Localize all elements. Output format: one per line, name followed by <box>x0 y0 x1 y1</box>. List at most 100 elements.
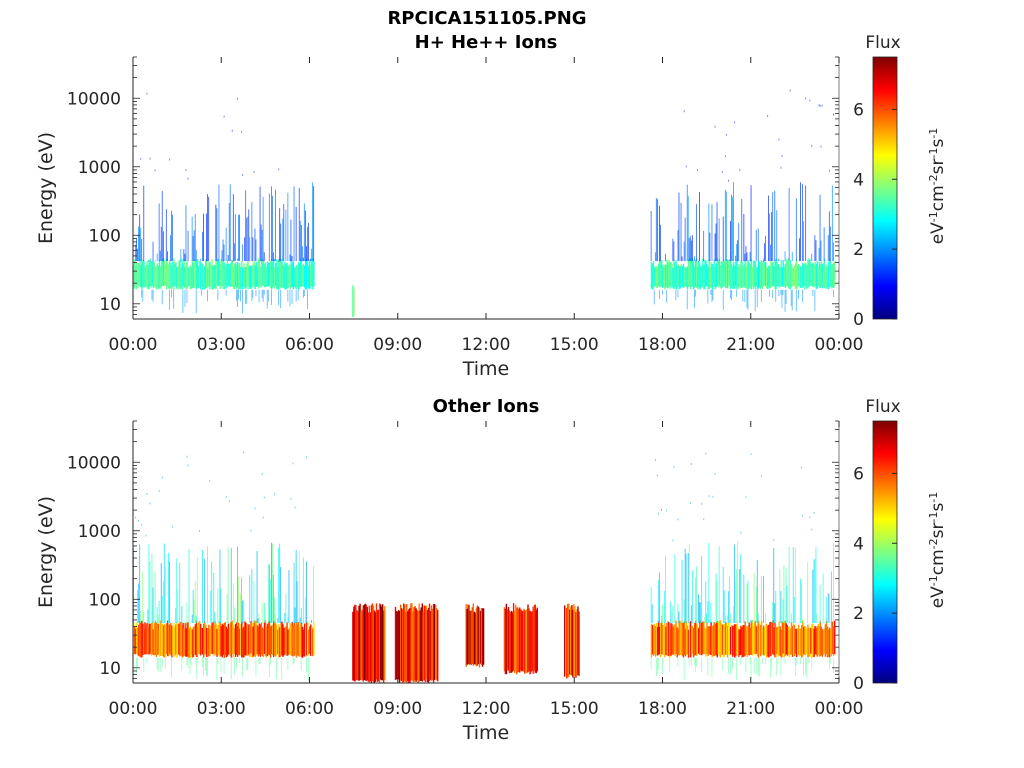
flux-streak-low <box>220 657 222 672</box>
flux-streak <box>697 626 699 654</box>
colorbar-tick-label: 0 <box>853 674 864 694</box>
flux-streak <box>141 261 143 290</box>
flux-streak <box>833 262 835 288</box>
flux-speck <box>701 502 703 505</box>
flux-streak <box>677 628 679 656</box>
flux-speck <box>187 464 189 467</box>
flux-streak-sparse <box>300 608 302 623</box>
flux-streak <box>666 259 668 287</box>
flux-streak-sparse <box>156 606 158 624</box>
colorbar-tick-label: 2 <box>853 240 864 260</box>
flux-streak <box>757 261 760 289</box>
flux-streak-sparse <box>313 566 315 623</box>
flux-streak-sparse <box>277 617 278 624</box>
flux-streak-low <box>707 289 709 304</box>
flux-streak <box>152 260 154 289</box>
flux-streak-sparse <box>271 542 272 623</box>
flux-streak-sparse <box>688 238 690 262</box>
flux-streak <box>742 265 744 287</box>
flux-speck <box>780 166 782 169</box>
flux-streak <box>695 621 697 655</box>
flux-streak <box>707 626 709 656</box>
flux-streak-sparse <box>683 599 685 624</box>
flux-streak-low <box>782 289 784 296</box>
flux-streak <box>396 611 399 680</box>
flux-streak <box>714 624 716 656</box>
flux-streak-sparse <box>686 184 688 262</box>
flux-streak <box>353 606 355 681</box>
flux-streak <box>799 629 801 657</box>
flux-streak <box>197 265 200 288</box>
flux-streak-sparse <box>711 204 713 262</box>
flux-streak <box>362 605 364 682</box>
flux-streak-sparse <box>218 620 220 624</box>
flux-streak <box>352 285 354 317</box>
flux-streak <box>173 258 175 290</box>
flux-streak <box>676 627 678 658</box>
flux-streak <box>280 622 282 656</box>
flux-streak <box>822 629 825 655</box>
flux-streak-sparse <box>651 604 653 623</box>
flux-streak-sparse <box>237 258 238 262</box>
flux-streak-low <box>769 289 770 297</box>
flux-streak-sparse <box>216 208 218 262</box>
flux-streak-sparse <box>681 256 683 262</box>
flux-streak <box>199 261 202 290</box>
flux-streak <box>767 267 769 289</box>
flux-speck <box>261 472 263 475</box>
flux-streak <box>759 624 762 657</box>
flux-streak-low <box>694 657 695 666</box>
flux-streak <box>301 265 304 287</box>
flux-streak <box>725 259 728 289</box>
flux-streak <box>424 605 427 683</box>
flux-streak-sparse <box>287 616 289 624</box>
flux-streak <box>798 264 800 287</box>
flux-streak-low <box>736 289 738 297</box>
flux-streak-sparse <box>657 580 659 623</box>
flux-streak <box>512 603 515 671</box>
flux-streak-sparse <box>261 602 263 624</box>
flux-streak <box>415 608 417 682</box>
flux-streak-sparse <box>749 252 751 262</box>
flux-streak <box>372 605 375 683</box>
flux-streak-low <box>136 657 137 674</box>
flux-streak <box>229 262 232 288</box>
flux-streak <box>246 623 248 656</box>
flux-streak-sparse <box>784 251 786 262</box>
flux-streak <box>282 624 284 657</box>
flux-streak-low <box>755 657 757 674</box>
flux-streak <box>794 263 797 290</box>
flux-streak <box>672 267 674 289</box>
flux-streak <box>352 611 354 681</box>
flux-streak-low <box>217 289 219 300</box>
flux-speck <box>278 168 280 171</box>
flux-streak <box>479 610 482 664</box>
flux-streak-low <box>742 289 744 302</box>
flux-streak-sparse <box>716 580 718 623</box>
flux-streak <box>247 625 249 657</box>
flux-streak <box>186 622 188 657</box>
flux-streak <box>181 258 183 290</box>
flux-streak-low <box>186 657 188 665</box>
flux-streak <box>361 609 363 681</box>
flux-streak-sparse <box>239 214 240 262</box>
flux-streak <box>300 260 303 288</box>
flux-streak <box>180 267 182 288</box>
flux-streak <box>354 604 356 682</box>
y-tick-label: 1000 <box>78 158 121 178</box>
flux-speck <box>209 479 211 482</box>
colorbar-tick-label: 4 <box>853 170 864 190</box>
flux-streak <box>708 626 710 655</box>
flux-streak-low <box>732 657 733 670</box>
flux-streak <box>775 627 777 658</box>
flux-streak <box>700 621 702 655</box>
x-tick-label: 06:00 <box>285 699 334 719</box>
flux-streak-low <box>196 657 198 666</box>
flux-streak <box>729 264 731 287</box>
flux-streak <box>728 623 730 655</box>
flux-streak-low <box>190 657 192 665</box>
flux-streak <box>197 622 200 654</box>
flux-streak-sparse <box>674 554 676 623</box>
flux-speck <box>185 169 187 171</box>
